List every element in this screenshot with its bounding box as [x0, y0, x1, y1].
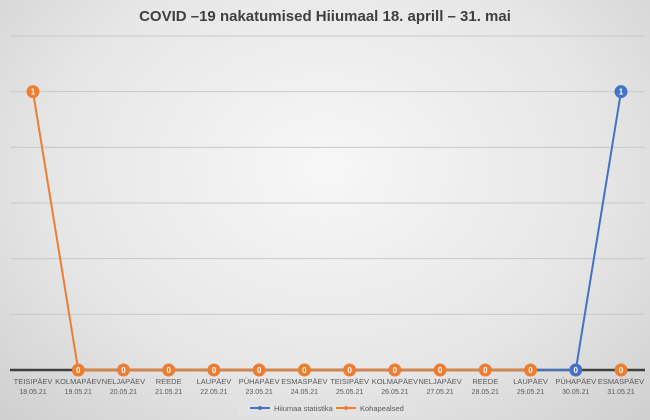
data-label: 0 — [76, 366, 81, 375]
x-tick-label: 18.05.21 — [19, 389, 46, 396]
data-label: 0 — [438, 366, 443, 375]
data-label: 0 — [121, 366, 126, 375]
x-tick-label: 27.05.21 — [426, 389, 453, 396]
x-tick-label: TEISIPÄEV — [14, 377, 53, 386]
legend-label: Kohapealsed — [360, 404, 404, 413]
series-line — [32, 91, 531, 371]
legend-marker — [258, 406, 262, 410]
data-point — [343, 363, 357, 377]
data-label: 0 — [257, 366, 262, 375]
data-point — [478, 363, 492, 377]
data-label: 0 — [393, 366, 398, 375]
legend-label: Hiiumaa statistika — [274, 404, 334, 413]
data-point — [388, 363, 402, 377]
x-tick-label: 30.05.21 — [562, 389, 589, 396]
x-tick-label: 23.05.21 — [246, 389, 273, 396]
data-point — [524, 363, 538, 377]
data-label: 0 — [212, 366, 217, 375]
x-tick-label: 31.05.21 — [607, 389, 634, 396]
data-point — [433, 363, 447, 377]
data-label: 0 — [483, 366, 488, 375]
data-label: 0 — [166, 366, 171, 375]
x-tick-label: LAUPÄEV — [197, 377, 232, 386]
x-tick-label: 25.05.21 — [336, 389, 363, 396]
data-point — [297, 363, 311, 377]
x-tick-label: 26.05.21 — [381, 389, 408, 396]
data-label: 0 — [302, 366, 307, 375]
x-tick-label: NELJAPÄEV — [418, 377, 461, 386]
data-point — [614, 85, 628, 99]
x-tick-label: PÜHAPÄEV — [239, 377, 280, 386]
x-tick-label: 19.05.21 — [65, 389, 92, 396]
x-tick-label: PÜHAPÄEV — [555, 377, 596, 386]
data-label: 1 — [31, 88, 36, 97]
x-tick-label: ESMASPÄEV — [598, 377, 644, 386]
x-tick-label: TEISIPÄEV — [330, 377, 369, 386]
x-tick-label: KOLMAPÄEV — [372, 377, 418, 386]
data-point — [252, 363, 266, 377]
data-point — [162, 363, 176, 377]
data-label: 0 — [574, 366, 579, 375]
x-tick-label: NELJAPÄEV — [102, 377, 145, 386]
data-point — [26, 85, 40, 99]
x-tick-label: KOLMAPÄEV — [55, 377, 101, 386]
data-point — [116, 363, 130, 377]
x-tick-label: 28.05.21 — [472, 389, 499, 396]
data-label: 1 — [619, 88, 624, 97]
legend-marker — [344, 406, 348, 410]
data-label: 0 — [528, 366, 533, 375]
data-label: 0 — [347, 366, 352, 375]
x-tick-label: 29.05.21 — [517, 389, 544, 396]
x-tick-label: REEDE — [472, 377, 498, 386]
series-line — [530, 91, 622, 371]
data-point — [569, 363, 583, 377]
legend — [238, 400, 416, 416]
x-tick-label: ESMASPÄEV — [281, 377, 327, 386]
chart-title: COVID –19 nakatumised Hiiumaal 18. april… — [139, 8, 511, 25]
x-tick-label: 22.05.21 — [200, 389, 227, 396]
x-tick-label: REEDE — [156, 377, 182, 386]
data-label: 0 — [619, 366, 624, 375]
x-tick-label: 20.05.21 — [110, 389, 137, 396]
data-point — [207, 363, 221, 377]
data-point — [71, 363, 85, 377]
x-tick-label: LAUPÄEV — [513, 377, 548, 386]
data-point — [614, 363, 628, 377]
x-tick-label: 24.05.21 — [291, 389, 318, 396]
x-tick-label: 21.05.21 — [155, 389, 182, 396]
